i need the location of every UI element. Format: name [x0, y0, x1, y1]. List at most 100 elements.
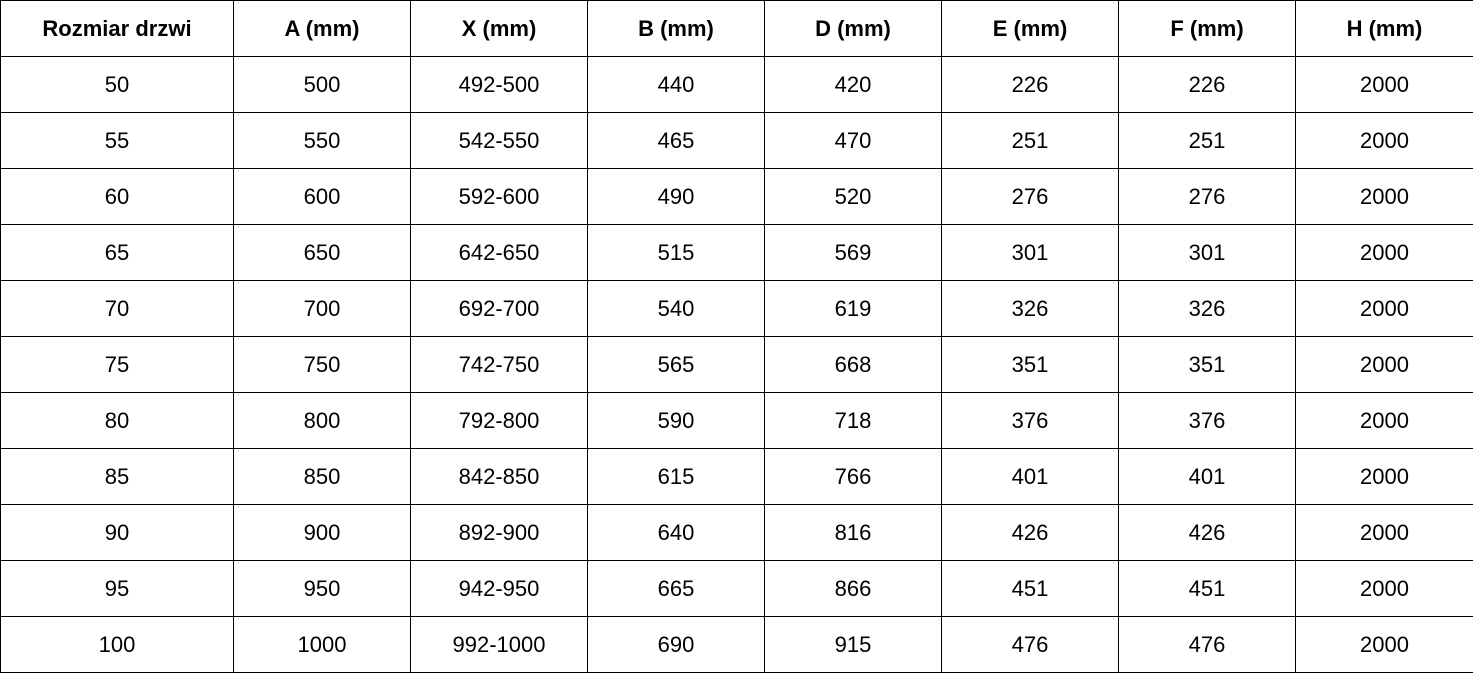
table-cell: 766	[764, 448, 942, 505]
table-cell: 85	[0, 448, 234, 505]
table-cell: 401	[941, 448, 1119, 505]
table-cell: 2000	[1295, 504, 1473, 561]
table-cell: 2000	[1295, 56, 1473, 113]
table-cell: 642-650	[410, 224, 588, 281]
table-cell: 900	[233, 504, 411, 561]
header-cell: H (mm)	[1295, 0, 1473, 57]
table-cell: 476	[1118, 616, 1296, 673]
table-row: 85 850 842-850 615 766 401 401 2000	[0, 448, 1473, 505]
header-cell: D (mm)	[764, 0, 942, 57]
header-cell: B (mm)	[587, 0, 765, 57]
table-cell: 2000	[1295, 616, 1473, 673]
table-cell: 465	[587, 112, 765, 169]
table-cell: 75	[0, 336, 234, 393]
table-cell: 80	[0, 392, 234, 449]
table-cell: 470	[764, 112, 942, 169]
table-cell: 451	[941, 560, 1119, 617]
header-row: Rozmiar drzwi A (mm) X (mm) B (mm) D (mm) E (…	[0, 0, 1473, 57]
table-cell: 326	[1118, 280, 1296, 337]
table-cell: 592-600	[410, 168, 588, 225]
table-cell: 2000	[1295, 448, 1473, 505]
table-cell: 440	[587, 56, 765, 113]
table-row: 70 700 692-700 540 619 326 326 2000	[0, 280, 1473, 337]
table-cell: 942-950	[410, 560, 588, 617]
table-cell: 90	[0, 504, 234, 561]
table-cell: 426	[1118, 504, 1296, 561]
table-cell: 276	[1118, 168, 1296, 225]
table-cell: 619	[764, 280, 942, 337]
table-cell: 650	[233, 224, 411, 281]
table-cell: 565	[587, 336, 765, 393]
table-cell: 668	[764, 336, 942, 393]
table-row: 65 650 642-650 515 569 301 301 2000	[0, 224, 1473, 281]
table-cell: 1000	[233, 616, 411, 673]
table-cell: 426	[941, 504, 1119, 561]
table-cell: 792-800	[410, 392, 588, 449]
table-row: 75 750 742-750 565 668 351 351 2000	[0, 336, 1473, 393]
table-cell: 500	[233, 56, 411, 113]
table-cell: 226	[1118, 56, 1296, 113]
table-cell: 915	[764, 616, 942, 673]
table-cell: 351	[1118, 336, 1296, 393]
table-cell: 750	[233, 336, 411, 393]
table-row: 80 800 792-800 590 718 376 376 2000	[0, 392, 1473, 449]
table-cell: 301	[1118, 224, 1296, 281]
table-cell: 700	[233, 280, 411, 337]
table-cell: 476	[941, 616, 1119, 673]
table-cell: 2000	[1295, 336, 1473, 393]
table-cell: 800	[233, 392, 411, 449]
table-cell: 600	[233, 168, 411, 225]
header-cell: X (mm)	[410, 0, 588, 57]
table-cell: 251	[1118, 112, 1296, 169]
table-cell: 2000	[1295, 560, 1473, 617]
table-cell: 665	[587, 560, 765, 617]
table-row: 55 550 542-550 465 470 251 251 2000	[0, 112, 1473, 169]
table-cell: 401	[1118, 448, 1296, 505]
table-cell: 301	[941, 224, 1119, 281]
header-cell: F (mm)	[1118, 0, 1296, 57]
table-cell: 251	[941, 112, 1119, 169]
table-cell: 55	[0, 112, 234, 169]
table-cell: 950	[233, 560, 411, 617]
table-cell: 640	[587, 504, 765, 561]
table-cell: 420	[764, 56, 942, 113]
table-cell: 542-550	[410, 112, 588, 169]
table-row: 100 1000 992-1000 690 915 476 476 2000	[0, 616, 1473, 673]
table-cell: 842-850	[410, 448, 588, 505]
table-body: 50 500 492-500 440 420 226 226 2000 55 550 542-550…	[0, 56, 1473, 673]
table-cell: 276	[941, 168, 1119, 225]
table-cell: 590	[587, 392, 765, 449]
table-cell: 376	[1118, 392, 1296, 449]
table-cell: 816	[764, 504, 942, 561]
table-cell: 65	[0, 224, 234, 281]
header-cell: E (mm)	[941, 0, 1119, 57]
table-cell: 2000	[1295, 224, 1473, 281]
table-cell: 692-700	[410, 280, 588, 337]
table-cell: 540	[587, 280, 765, 337]
table-cell: 490	[587, 168, 765, 225]
table-cell: 100	[0, 616, 234, 673]
header-cell: A (mm)	[233, 0, 411, 57]
table-cell: 376	[941, 392, 1119, 449]
table-header: Rozmiar drzwi A (mm) X (mm) B (mm) D (mm) E (…	[0, 0, 1473, 57]
table-cell: 2000	[1295, 112, 1473, 169]
table-row: 95 950 942-950 665 866 451 451 2000	[0, 560, 1473, 617]
table-cell: 50	[0, 56, 234, 113]
table-cell: 742-750	[410, 336, 588, 393]
table-cell: 515	[587, 224, 765, 281]
table-cell: 850	[233, 448, 411, 505]
table-cell: 866	[764, 560, 942, 617]
table-cell: 2000	[1295, 392, 1473, 449]
table-cell: 520	[764, 168, 942, 225]
table-cell: 351	[941, 336, 1119, 393]
table-cell: 451	[1118, 560, 1296, 617]
table-cell: 615	[587, 448, 765, 505]
table-cell: 550	[233, 112, 411, 169]
table-cell: 492-500	[410, 56, 588, 113]
table-cell: 95	[0, 560, 234, 617]
table-cell: 70	[0, 280, 234, 337]
table-cell: 2000	[1295, 168, 1473, 225]
table-cell: 718	[764, 392, 942, 449]
